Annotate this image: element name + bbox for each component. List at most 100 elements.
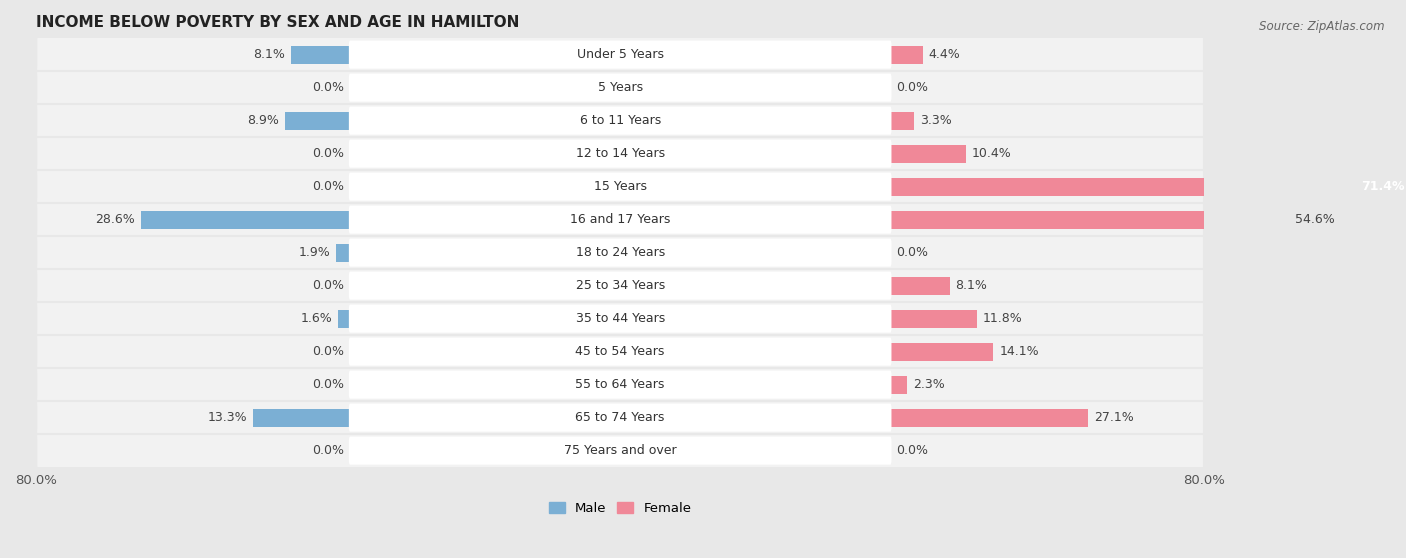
- Bar: [350, 145, 620, 163]
- Bar: [620, 145, 966, 163]
- Bar: [336, 243, 620, 262]
- Text: 27.1%: 27.1%: [1094, 411, 1133, 424]
- Bar: [620, 177, 1406, 196]
- Text: 13.3%: 13.3%: [207, 411, 247, 424]
- Text: 5 Years: 5 Years: [598, 81, 643, 94]
- Legend: Male, Female: Male, Female: [544, 497, 697, 521]
- Bar: [350, 343, 620, 360]
- FancyBboxPatch shape: [349, 272, 891, 300]
- Text: 25 to 34 Years: 25 to 34 Years: [575, 279, 665, 292]
- FancyBboxPatch shape: [38, 293, 1204, 344]
- FancyBboxPatch shape: [349, 140, 891, 167]
- Text: 28.6%: 28.6%: [96, 213, 135, 226]
- FancyBboxPatch shape: [38, 194, 1204, 246]
- Bar: [620, 112, 890, 129]
- Bar: [350, 277, 620, 295]
- FancyBboxPatch shape: [38, 29, 1204, 80]
- FancyBboxPatch shape: [38, 161, 1204, 213]
- Bar: [141, 210, 620, 229]
- Bar: [620, 210, 890, 229]
- Bar: [620, 177, 890, 196]
- Bar: [620, 145, 890, 163]
- Text: 11.8%: 11.8%: [983, 312, 1022, 325]
- Bar: [620, 277, 949, 295]
- FancyBboxPatch shape: [349, 371, 891, 398]
- FancyBboxPatch shape: [349, 107, 891, 134]
- FancyBboxPatch shape: [349, 403, 891, 432]
- Bar: [350, 177, 620, 196]
- Text: 2.3%: 2.3%: [912, 378, 945, 391]
- FancyBboxPatch shape: [38, 425, 1204, 477]
- Text: 8.9%: 8.9%: [247, 114, 280, 127]
- Text: 0.0%: 0.0%: [312, 147, 344, 160]
- Bar: [350, 408, 620, 427]
- Text: Under 5 Years: Under 5 Years: [576, 48, 664, 61]
- Text: 0.0%: 0.0%: [312, 81, 344, 94]
- FancyBboxPatch shape: [349, 172, 891, 201]
- Text: 0.0%: 0.0%: [312, 180, 344, 193]
- Bar: [620, 310, 890, 328]
- Text: 0.0%: 0.0%: [312, 444, 344, 457]
- Bar: [620, 243, 890, 262]
- Text: 0.0%: 0.0%: [312, 279, 344, 292]
- Bar: [285, 112, 620, 129]
- Bar: [253, 408, 620, 427]
- Bar: [620, 376, 907, 394]
- Bar: [350, 46, 620, 64]
- FancyBboxPatch shape: [38, 227, 1204, 278]
- Text: 71.4%: 71.4%: [1361, 180, 1405, 193]
- Bar: [620, 408, 890, 427]
- Text: Source: ZipAtlas.com: Source: ZipAtlas.com: [1260, 20, 1385, 32]
- Bar: [350, 112, 620, 129]
- FancyBboxPatch shape: [38, 62, 1204, 113]
- FancyBboxPatch shape: [38, 392, 1204, 444]
- FancyBboxPatch shape: [349, 239, 891, 267]
- Bar: [620, 441, 890, 460]
- Text: 54.6%: 54.6%: [1295, 213, 1334, 226]
- Text: 16 and 17 Years: 16 and 17 Years: [569, 213, 671, 226]
- Text: 12 to 14 Years: 12 to 14 Years: [575, 147, 665, 160]
- Text: 0.0%: 0.0%: [896, 246, 928, 259]
- Bar: [620, 376, 890, 394]
- Text: 6 to 11 Years: 6 to 11 Years: [579, 114, 661, 127]
- Text: 1.9%: 1.9%: [298, 246, 330, 259]
- Bar: [620, 277, 890, 295]
- Bar: [620, 46, 922, 64]
- Bar: [620, 79, 890, 97]
- Bar: [339, 310, 620, 328]
- FancyBboxPatch shape: [38, 95, 1204, 146]
- Bar: [620, 112, 914, 129]
- Bar: [350, 441, 620, 460]
- Bar: [350, 210, 620, 229]
- Text: 75 Years and over: 75 Years and over: [564, 444, 676, 457]
- FancyBboxPatch shape: [349, 74, 891, 102]
- FancyBboxPatch shape: [349, 338, 891, 365]
- FancyBboxPatch shape: [38, 326, 1204, 377]
- Text: 65 to 74 Years: 65 to 74 Years: [575, 411, 665, 424]
- Text: 10.4%: 10.4%: [972, 147, 1012, 160]
- FancyBboxPatch shape: [38, 128, 1204, 179]
- Text: 18 to 24 Years: 18 to 24 Years: [575, 246, 665, 259]
- Text: 3.3%: 3.3%: [921, 114, 952, 127]
- Text: 14.1%: 14.1%: [1000, 345, 1039, 358]
- Bar: [620, 343, 890, 360]
- Bar: [350, 79, 620, 97]
- Text: 0.0%: 0.0%: [896, 444, 928, 457]
- Bar: [350, 243, 620, 262]
- Text: 8.1%: 8.1%: [253, 48, 285, 61]
- Bar: [620, 310, 977, 328]
- Bar: [620, 343, 994, 360]
- Text: 4.4%: 4.4%: [928, 48, 960, 61]
- Text: 35 to 44 Years: 35 to 44 Years: [575, 312, 665, 325]
- Bar: [291, 46, 620, 64]
- FancyBboxPatch shape: [349, 305, 891, 333]
- FancyBboxPatch shape: [38, 260, 1204, 311]
- Text: 0.0%: 0.0%: [312, 378, 344, 391]
- FancyBboxPatch shape: [38, 359, 1204, 410]
- Text: 15 Years: 15 Years: [593, 180, 647, 193]
- Text: 55 to 64 Years: 55 to 64 Years: [575, 378, 665, 391]
- Bar: [620, 46, 890, 64]
- Bar: [620, 210, 1289, 229]
- Text: 0.0%: 0.0%: [312, 345, 344, 358]
- FancyBboxPatch shape: [349, 41, 891, 69]
